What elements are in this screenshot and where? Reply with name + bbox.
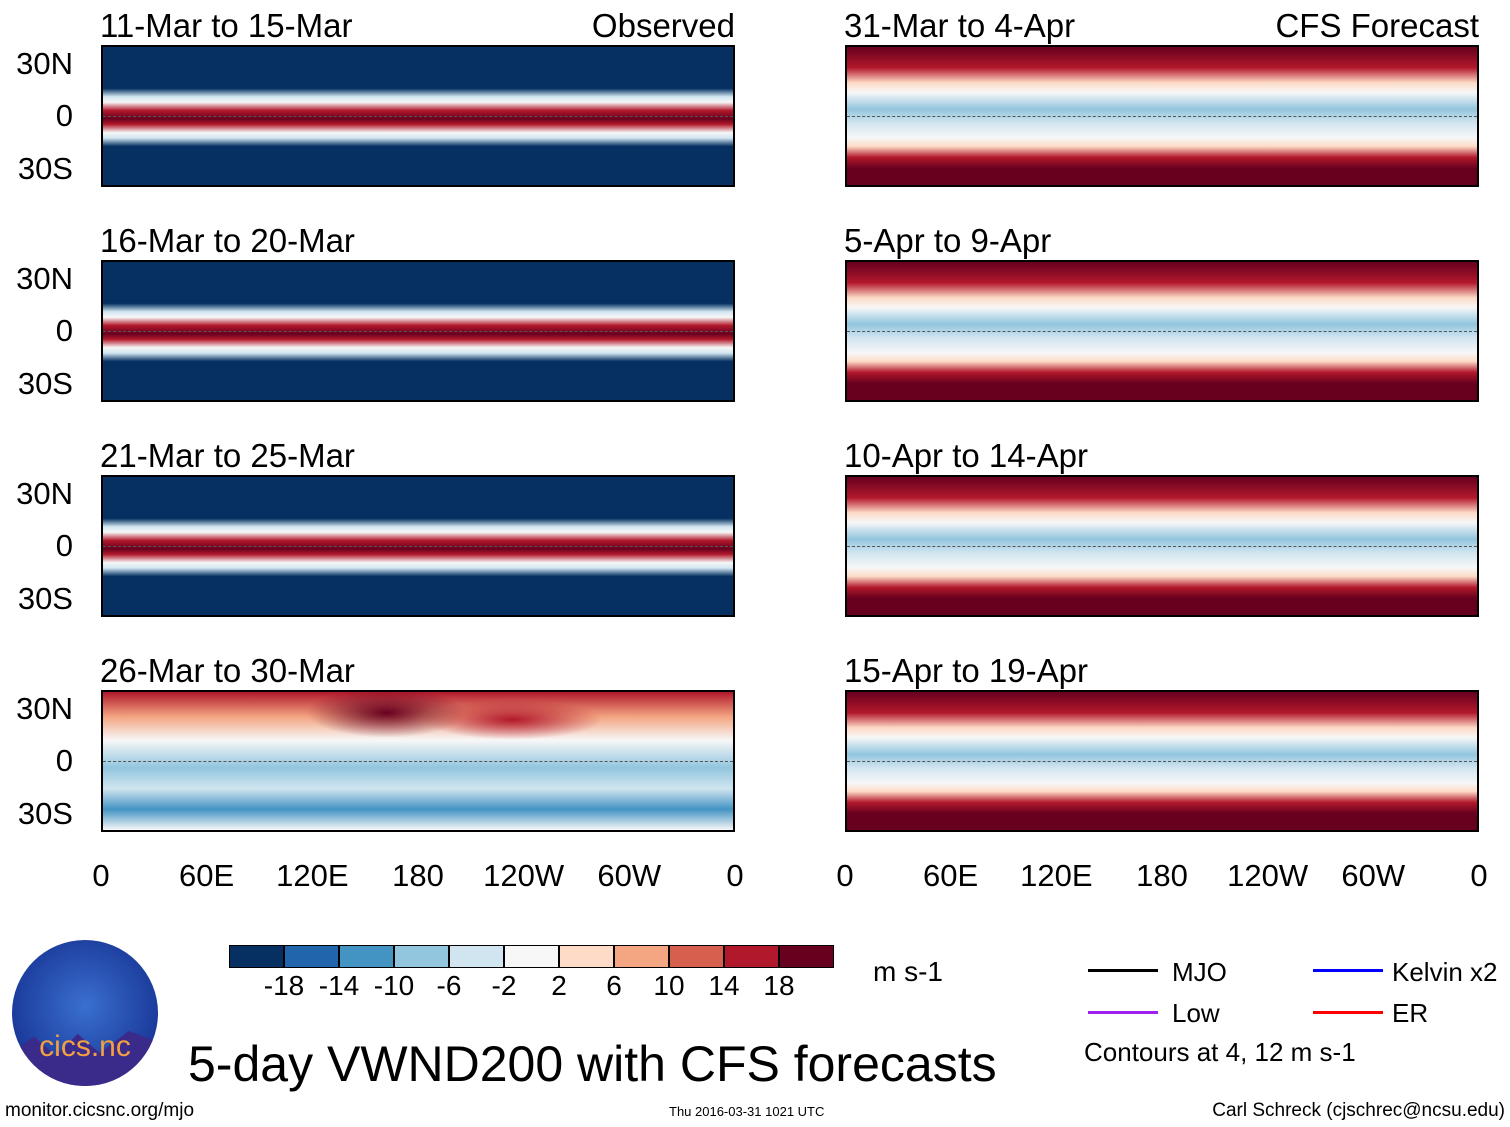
map-panel [101, 475, 735, 617]
colorbar-label: -18 [263, 970, 305, 1001]
colorbar-label: 18 [763, 970, 795, 1001]
equator-line [103, 546, 733, 547]
lat-tick-label: 0 [55, 313, 73, 348]
lon-tick-label: 60E [923, 858, 979, 893]
panel-title: 26-Mar to 30-Mar [100, 652, 355, 689]
colorbar-label: 14 [708, 970, 740, 1001]
panel-title: 16-Mar to 20-Mar [100, 222, 355, 259]
lat-tick-label: 30S [17, 796, 73, 831]
colorbar-swatch [724, 945, 779, 968]
lon-tick-label: 0 [836, 858, 854, 893]
panel-title: 31-Mar to 4-Apr [844, 7, 1076, 44]
main-title: 5-day VWND200 with CFS forecasts [188, 1036, 997, 1092]
lat-tick-label: 0 [55, 528, 73, 563]
logo: cics.nc [12, 940, 158, 1086]
equator-line [103, 761, 733, 762]
colorbar-swatch [449, 945, 504, 968]
lon-tick-label: 0 [726, 858, 744, 893]
lon-tick-label: 180 [392, 858, 444, 893]
lat-tick-label: 0 [55, 98, 73, 133]
lon-tick-label: 60E [179, 858, 235, 893]
colorbar-swatch [339, 945, 394, 968]
map-panel [845, 260, 1479, 402]
lon-tick-label: 120W [483, 858, 565, 893]
panel-title: 21-Mar to 25-Mar [100, 437, 355, 474]
equator-line [847, 546, 1477, 547]
equator-line [847, 116, 1477, 117]
legend-line-low [1088, 1011, 1158, 1014]
panel-title: 11-Mar to 15-Mar [100, 7, 353, 44]
lon-tick-label: 120E [1020, 858, 1093, 893]
map-panel [101, 260, 735, 402]
colorbar-label: -14 [318, 970, 360, 1001]
panel-title: 5-Apr to 9-Apr [844, 222, 1052, 259]
colorbar-label: 10 [653, 970, 685, 1001]
legend-line-kelvin [1313, 969, 1383, 972]
map-panel [845, 690, 1479, 832]
map-panel [845, 45, 1479, 187]
lat-tick-label: 30N [16, 476, 73, 511]
colorbar-swatch [284, 945, 339, 968]
legend-line-er [1313, 1011, 1383, 1014]
colorbar-label: -6 [436, 970, 462, 1001]
equator-line [847, 761, 1477, 762]
lon-tick-label: 60W [1341, 858, 1406, 893]
legend-line-mjo [1088, 969, 1158, 972]
column-label: CFS Forecast [1275, 7, 1479, 44]
lat-tick-label: 30S [17, 366, 73, 401]
colorbar-swatch [779, 945, 834, 968]
colorbar-swatch [614, 945, 669, 968]
lon-tick-label: 120W [1227, 858, 1309, 893]
footer-url[interactable]: monitor.cicsnc.org/mjo [5, 1100, 195, 1121]
lon-tick-label: 120E [276, 858, 349, 893]
legend-low: Low [1172, 998, 1220, 1028]
legend-er: ER [1392, 998, 1429, 1028]
lat-tick-label: 0 [55, 743, 73, 778]
column-label: Observed [591, 7, 735, 44]
colorbar-label: -10 [373, 970, 415, 1001]
equator-line [847, 331, 1477, 332]
legend-kelvin: Kelvin x2 [1392, 957, 1498, 987]
panel-title: 10-Apr to 14-Apr [844, 437, 1088, 474]
equator-line [103, 331, 733, 332]
lon-tick-label: 0 [1470, 858, 1488, 893]
colorbar-swatch [229, 945, 284, 968]
lon-tick-label: 0 [92, 858, 110, 893]
equator-line [103, 116, 733, 117]
contour-note: Contours at 4, 12 m s-1 [1084, 1037, 1356, 1067]
colorbar-label: -2 [491, 970, 517, 1001]
lat-tick-label: 30S [17, 581, 73, 616]
footer-author: Carl Schreck (cjschrec@ncsu.edu) [1212, 1100, 1505, 1121]
lat-tick-label: 30S [17, 151, 73, 186]
lon-tick-label: 180 [1136, 858, 1188, 893]
footer-timestamp: Thu 2016-03-31 1021 UTC [669, 1104, 825, 1119]
panel-title: 15-Apr to 19-Apr [844, 652, 1088, 689]
colorbar-label: 6 [606, 970, 622, 1001]
colorbar-swatch [669, 945, 724, 968]
colorbar-units: m s-1 [873, 956, 943, 987]
lat-tick-label: 30N [16, 261, 73, 296]
lat-tick-label: 30N [16, 691, 73, 726]
colorbar-swatch [504, 945, 559, 968]
legend-mjo: MJO [1172, 957, 1227, 987]
colorbar-swatch [394, 945, 449, 968]
map-panel [101, 690, 735, 832]
lon-tick-label: 60W [597, 858, 662, 893]
map-panel [101, 45, 735, 187]
colorbar-swatch [559, 945, 614, 968]
colorbar-label: 2 [551, 970, 567, 1001]
map-panel [845, 475, 1479, 617]
lat-tick-label: 30N [16, 46, 73, 81]
